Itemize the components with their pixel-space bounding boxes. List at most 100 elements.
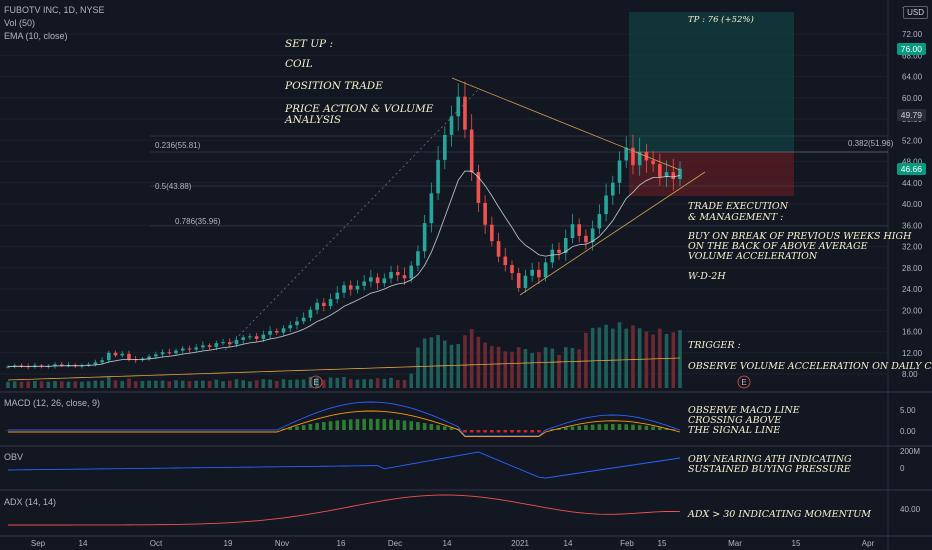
macd-hist-46 (315, 423, 319, 430)
macd-panel-title[interactable]: MACD (12, 26, close, 9) (4, 398, 101, 408)
macd-hist-90 (611, 424, 615, 430)
candle-body-98 (664, 172, 669, 177)
candle-body-59 (402, 275, 407, 279)
macd-hist-47 (322, 422, 326, 430)
volume-bar-6 (46, 381, 51, 388)
candle-body-35 (241, 337, 245, 340)
volume-bar-43 (295, 379, 299, 388)
x-axis-label-2: Oct (150, 539, 163, 548)
volume-bar-33 (227, 380, 232, 388)
candle-body-36 (248, 336, 252, 338)
candle-body-63 (429, 193, 434, 224)
volume-bar-66 (449, 344, 454, 388)
x-axis-label-4: Nov (275, 539, 289, 548)
adx-panel-title[interactable]: ADX (14, 14) (4, 497, 57, 507)
obv-note-1: OBV NEARING ATH INDICATING (688, 454, 852, 465)
volume-bar-32 (221, 381, 225, 388)
macd-hist-89 (604, 424, 608, 430)
price-axis-label-9: 36.00 (902, 221, 923, 230)
macd-hist-82 (557, 428, 561, 430)
candle-body-17 (120, 353, 125, 356)
candle-body-96 (651, 160, 655, 165)
candle-body-58 (395, 272, 400, 276)
volume-bar-10 (73, 381, 77, 388)
volume-bar-82 (557, 354, 561, 388)
price-axis-label-0: 72.00 (902, 30, 923, 39)
candle-body-42 (288, 325, 293, 329)
currency-badge[interactable]: USD (903, 6, 928, 19)
price-tag-last: 46.66 (896, 163, 926, 175)
volume-bar-21 (147, 380, 151, 388)
candle-body-61 (416, 251, 420, 266)
volume-bar-9 (66, 381, 71, 388)
candle-body-79 (537, 269, 541, 278)
candle-body-41 (281, 328, 286, 333)
candle-body-15 (107, 352, 111, 361)
volume-bar-27 (187, 381, 192, 388)
candle-body-76 (516, 273, 521, 288)
candle-body-24 (167, 352, 172, 354)
volume-bar-78 (530, 353, 534, 388)
price-axis-label-2: 64.00 (902, 73, 923, 82)
obv-panel-title[interactable]: OBV (4, 452, 24, 462)
volume-bar-93 (631, 325, 635, 388)
candle-body-26 (180, 348, 185, 351)
candle-body-14 (100, 360, 104, 363)
candle-body-21 (147, 356, 151, 359)
candle-body-60 (409, 265, 413, 279)
macd-hist-73 (496, 430, 501, 433)
volume-bar-35 (241, 380, 245, 388)
macd-hist-54 (369, 418, 373, 430)
ema-indicator-label[interactable]: EMA (10, close) (4, 31, 68, 41)
macd-hist-94 (637, 425, 642, 430)
x-axis-label-14: Apr (862, 539, 875, 548)
price-axis-label-12: 24.00 (902, 285, 923, 294)
macd-line (8, 401, 681, 437)
candle-body-73 (496, 241, 501, 257)
volume-bar-24 (167, 381, 172, 388)
volume-bar-16 (113, 380, 118, 388)
take-profit-label: TP : 76 (+52%) (688, 15, 754, 25)
macd-hist-88 (597, 424, 602, 430)
candle-body-69 (469, 129, 474, 173)
volume-bar-63 (429, 337, 434, 388)
adx-line (7, 494, 681, 526)
volume-indicator-label[interactable]: Vol (50) (4, 18, 36, 28)
macd-hist-87 (590, 424, 595, 430)
macd-hist-84 (570, 426, 575, 430)
volume-bar-31 (214, 379, 219, 388)
price-axis-bg (888, 0, 932, 550)
candle-body-80 (543, 262, 548, 278)
macd-hist-92 (624, 424, 629, 430)
candle-body-53 (362, 281, 366, 286)
volume-bar-53 (362, 379, 366, 388)
volume-bar-75 (510, 351, 514, 388)
candle-body-32 (221, 342, 225, 344)
macd-hist-58 (395, 419, 400, 430)
x-axis-label-7: 14 (443, 539, 452, 548)
macd-hist-98 (664, 428, 669, 430)
macd-hist-52 (355, 419, 360, 430)
execution-note-2: & MANAGEMENT : (688, 212, 784, 223)
candle-body-65 (443, 134, 447, 160)
volume-bar-38 (261, 379, 266, 388)
volume-bar-51 (348, 379, 353, 388)
macd-hist-63 (429, 424, 434, 430)
price-tag-entry: 49.79 (896, 109, 926, 121)
candle-body-93 (631, 147, 635, 166)
macd-hist-57 (389, 419, 393, 430)
candle-body-27 (187, 348, 192, 350)
candle-body-51 (348, 285, 353, 290)
macd-hist-55 (375, 418, 380, 430)
macd-hist-83 (563, 427, 568, 430)
price-axis-label-15: 12.00 (902, 349, 923, 358)
macd-note-3: THE SIGNAL LINE (688, 425, 781, 436)
fib-label-0: 0.236(55.81) (155, 141, 201, 150)
volume-bar-77 (523, 348, 528, 388)
volume-bar-96 (651, 334, 655, 388)
candle-body-74 (503, 256, 508, 266)
earnings-marker-label-0: E (313, 378, 318, 387)
earnings-marker-label-1: E (741, 378, 746, 387)
x-axis-label-6: Dec (388, 539, 402, 548)
